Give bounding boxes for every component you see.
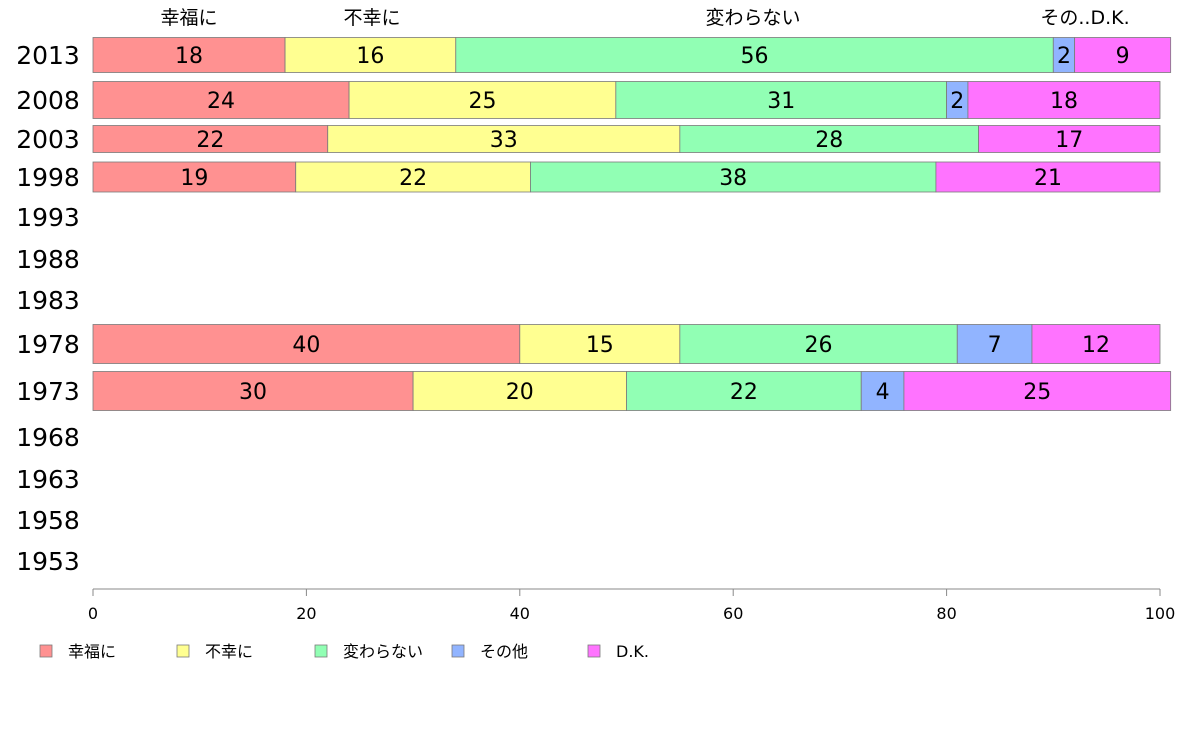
bar-value-label: 17: [1055, 128, 1083, 153]
bar-value-label: 25: [468, 89, 496, 114]
legend-label: その他: [480, 642, 528, 661]
bar-segment: [615, 81, 948, 119]
year-label: 1953: [16, 547, 80, 576]
column-header: 幸福に: [160, 7, 217, 29]
year-label: 2013: [16, 41, 80, 70]
year-label: 1983: [16, 286, 80, 315]
bar-value-label: 9: [1116, 44, 1130, 69]
x-axis: 0 20 40 60 80 100: [88, 588, 1176, 623]
bar-value-label: 12: [1082, 333, 1110, 358]
bar-segment: [967, 81, 1161, 119]
bar-segment: [348, 81, 617, 119]
legend-swatch: [451, 644, 465, 658]
bar-segment: [626, 371, 862, 411]
bar-value-label: 22: [730, 380, 758, 405]
bar-segment: [295, 161, 531, 193]
year-label: 1958: [16, 506, 80, 535]
year-label: 1978: [16, 330, 80, 359]
bar-value-label: 30: [239, 380, 267, 405]
legend-label: 幸福に: [68, 642, 116, 661]
x-tick-label: 0: [88, 604, 98, 623]
bar-value-label: 24: [207, 89, 235, 114]
bar-value-label: 38: [719, 166, 747, 191]
bars: 18 16 56 2 9 24 25 31 2 18 22 33 28 17 19 22 38 21 40 15 26 7…: [92, 37, 1172, 411]
bar-segment: [412, 371, 627, 411]
column-header: 変わらない: [705, 7, 800, 29]
bar-value-label: 18: [1050, 89, 1078, 114]
column-header: 不幸に: [343, 7, 400, 29]
bar-segment: [903, 371, 1172, 411]
x-tick-label: 60: [723, 604, 743, 623]
year-label: 1963: [16, 465, 80, 494]
legend-label: D.K.: [616, 642, 649, 661]
bar-value-label: 16: [356, 44, 384, 69]
bar-segment: [1031, 324, 1161, 364]
column-header: その..D.K.: [1040, 7, 1129, 29]
bar-value-label: 31: [767, 89, 795, 114]
bar-segment: [978, 125, 1161, 153]
x-tick-label: 80: [936, 604, 956, 623]
bar-segment: [679, 125, 980, 153]
column-headers: 幸福に 不幸に 変わらない その..D.K.: [160, 7, 1129, 29]
bar-value-label: 19: [180, 166, 208, 191]
legend-swatch: [39, 644, 53, 658]
bar-value-label: 4: [876, 380, 890, 405]
bar-value-label: 20: [506, 380, 534, 405]
bar-segment: [92, 161, 297, 193]
year-label: 1973: [16, 377, 80, 406]
bar-value-label: 25: [1023, 380, 1051, 405]
legend: 幸福に 不幸に 変わらない その他 D.K.: [39, 642, 649, 661]
legend-swatch: [314, 644, 328, 658]
bar-value-label: 26: [805, 333, 833, 358]
bar-segment: [1074, 37, 1172, 73]
bar-value-label: 2: [950, 89, 964, 114]
bar-segment: [935, 161, 1161, 193]
x-tick-label: 100: [1145, 604, 1176, 623]
bar-segment: [284, 37, 457, 73]
bar-segment: [92, 81, 350, 119]
bar-value-label: 22: [399, 166, 427, 191]
bar-value-label: 7: [988, 333, 1002, 358]
year-label: 1998: [16, 163, 80, 192]
x-tick-label: 20: [296, 604, 316, 623]
year-label: 1993: [16, 203, 80, 232]
bar-value-label: 2: [1057, 44, 1071, 69]
bar-segment: [519, 324, 681, 364]
bar-value-label: 15: [586, 333, 614, 358]
bar-segment: [327, 125, 681, 153]
legend-swatch: [587, 644, 601, 658]
year-label: 1988: [16, 245, 80, 274]
bar-value-label: 56: [741, 44, 769, 69]
year-label: 1968: [16, 423, 80, 452]
bar-value-label: 28: [815, 128, 843, 153]
bar-segment: [92, 125, 329, 153]
bar-value-label: 33: [490, 128, 518, 153]
x-tick-label: 40: [510, 604, 530, 623]
legend-label: 不幸に: [205, 642, 253, 661]
bar-segment: [455, 37, 1054, 73]
bar-value-label: 18: [175, 44, 203, 69]
year-labels: 2013 2008 2003 1998 1993 1988 1983 1978 1973 1968…: [16, 41, 80, 576]
bar-value-label: 22: [196, 128, 224, 153]
year-label: 2003: [16, 125, 80, 154]
legend-label: 変わらない: [343, 642, 423, 661]
bar-value-label: 40: [292, 333, 320, 358]
bar-value-label: 21: [1034, 166, 1062, 191]
legend-swatch: [176, 644, 190, 658]
bar-segment: [92, 324, 521, 364]
bar-segment: [92, 37, 286, 73]
year-label: 2008: [16, 86, 80, 115]
